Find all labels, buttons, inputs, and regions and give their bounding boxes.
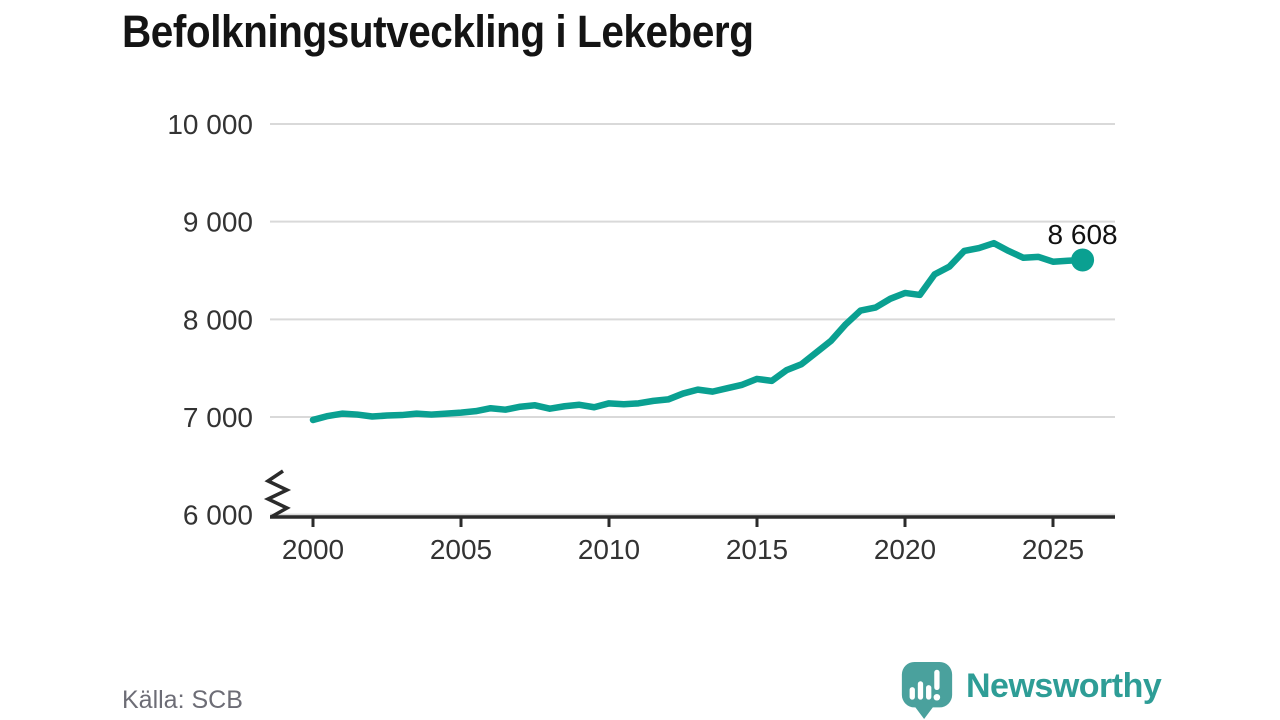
population-line xyxy=(309,239,1086,424)
y-tick-label: 9 000 xyxy=(183,207,253,238)
y-tick-label: 8 000 xyxy=(183,304,253,335)
y-axis-break-icon xyxy=(263,469,292,519)
x-tick-label: 2015 xyxy=(726,534,788,565)
y-tick-label: 6 000 xyxy=(183,500,253,531)
newsworthy-brand-name: Newsworthy xyxy=(966,666,1162,705)
y-tick-label: 7 000 xyxy=(183,402,253,433)
x-tick-label: 2020 xyxy=(874,534,936,565)
x-tick-label: 2010 xyxy=(578,534,640,565)
newsworthy-logo: Newsworthy xyxy=(898,660,1162,720)
newsworthy-speech-bubble-chart-icon xyxy=(901,661,953,719)
latest-value-label: 8 608 xyxy=(1048,219,1118,250)
source-attribution: Källa: SCB xyxy=(122,686,243,714)
latest-value-dot xyxy=(1071,248,1095,272)
x-tick-label: 2005 xyxy=(430,534,492,565)
x-tick-label: 2000 xyxy=(282,534,344,565)
chart-title: Befolkningsutveckling i Lekeberg xyxy=(122,6,754,57)
y-tick-label: 10 000 xyxy=(167,109,253,140)
x-tick-label: 2025 xyxy=(1022,534,1084,565)
